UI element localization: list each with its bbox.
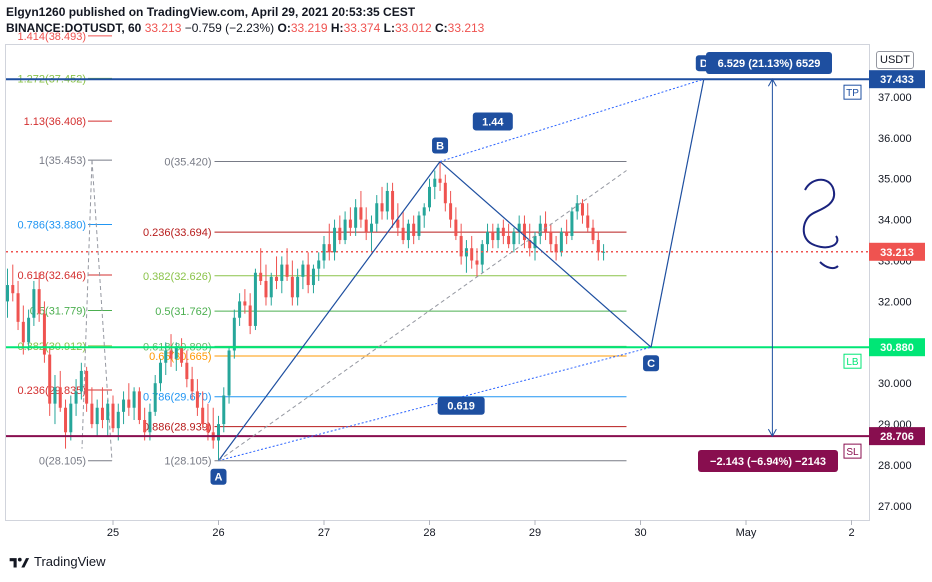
footer[interactable]: TradingView [8,554,106,569]
y-tick-label: 35.000 [878,174,912,186]
y-tick-label: 32.000 [878,296,912,308]
y-tick-label: 36.000 [878,133,912,145]
last-price-label: 33.213 [880,247,914,259]
symbol-line: BINANCE:DOTUSDT, 60 33.213 −0.759 (−2.23… [6,20,484,36]
open-value: 33.219 [290,21,328,35]
price-tag-box [869,427,925,446]
x-tick-label: 2 [848,527,854,539]
y-tick-label: 33.000 [878,256,912,268]
footer-brand: TradingView [34,554,106,569]
x-tick-label: May [736,527,757,539]
y-tick-label: 27.000 [878,501,912,513]
high-value: 33.374 [343,21,381,35]
currency-badge[interactable]: USDT [876,51,914,69]
close-value: 33.213 [447,21,485,35]
x-tick-label: 26 [212,527,224,539]
x-tick-label: 29 [529,527,541,539]
x-tick-label: 28 [423,527,435,539]
y-tick-label: 30.000 [878,378,912,390]
price-tag-tp: 37.433 [880,74,914,86]
x-tick-label: 25 [107,527,119,539]
chart-header: Elgyn1260 published on TradingView.com, … [6,4,484,36]
price-tag-lb: 30.880 [880,342,914,354]
y-tick-label: 34.000 [878,215,912,227]
price-tags-layer: 37.433 30.880 28.706 33.213 [869,70,925,446]
low-value: 33.012 [394,21,432,35]
y-tick-label: 29.000 [878,419,912,431]
low-label: L: [383,21,395,35]
y-tick-label: 28.000 [878,460,912,472]
last-price-box [869,242,925,261]
x-tick-label: 27 [318,527,330,539]
open-label: O: [277,21,291,35]
price-tag-box [869,70,925,89]
price-change: −0.759 (−2.23%) [184,21,275,35]
high-label: H: [330,21,344,35]
x-tick-label: 30 [634,527,646,539]
price-tag-sl: 28.706 [880,431,914,443]
last-price-value: 33.213 [144,21,182,35]
price-tag-box [869,338,925,357]
tradingview-logo-icon [9,557,30,567]
close-label: C: [434,21,448,35]
chart-pane-frame[interactable] [5,44,870,521]
symbol-name: BINANCE:DOTUSDT, 60 [6,21,142,35]
publisher-line: Elgyn1260 published on TradingView.com, … [6,5,416,19]
y-tick-label: 37.000 [878,92,912,104]
